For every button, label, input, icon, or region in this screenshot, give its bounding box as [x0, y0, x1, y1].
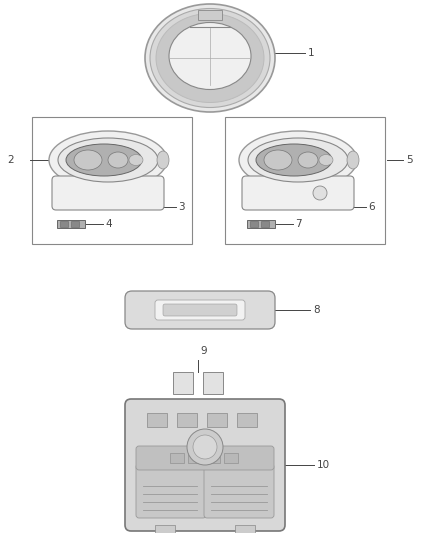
Ellipse shape [66, 144, 142, 176]
Circle shape [187, 429, 223, 465]
FancyBboxPatch shape [52, 176, 164, 210]
Bar [71, 221, 79, 227]
Ellipse shape [74, 150, 102, 170]
FancyBboxPatch shape [136, 464, 206, 518]
Ellipse shape [248, 138, 348, 182]
Bar [250, 221, 258, 227]
Bar [224, 453, 238, 463]
Ellipse shape [150, 9, 270, 108]
Circle shape [193, 435, 217, 459]
Ellipse shape [169, 22, 251, 90]
Ellipse shape [145, 4, 275, 112]
Ellipse shape [49, 131, 167, 189]
Bar [261, 221, 269, 227]
Text: 2: 2 [7, 155, 14, 165]
Circle shape [313, 186, 327, 200]
FancyBboxPatch shape [136, 446, 274, 470]
Bar [177, 413, 197, 427]
Bar [203, 372, 223, 394]
Bar [206, 453, 220, 463]
Text: 10: 10 [317, 460, 330, 470]
Bar [155, 525, 175, 533]
Text: 8: 8 [313, 305, 320, 315]
Text: 5: 5 [406, 155, 413, 165]
Bar [207, 413, 227, 427]
Bar [60, 221, 68, 227]
Ellipse shape [58, 138, 158, 182]
Bar [147, 413, 167, 427]
Text: 9: 9 [200, 346, 207, 356]
FancyBboxPatch shape [242, 176, 354, 210]
Text: 4: 4 [105, 219, 112, 229]
FancyBboxPatch shape [204, 464, 274, 518]
Bar [57, 220, 85, 228]
Ellipse shape [129, 155, 143, 166]
FancyBboxPatch shape [163, 304, 237, 316]
Ellipse shape [239, 131, 357, 189]
Bar [235, 525, 255, 533]
Text: 6: 6 [368, 202, 374, 212]
Bar [247, 220, 275, 228]
Bar [188, 453, 202, 463]
Ellipse shape [157, 151, 169, 169]
Ellipse shape [256, 144, 332, 176]
Bar [225, 117, 385, 244]
Ellipse shape [156, 13, 264, 102]
Ellipse shape [319, 155, 333, 166]
Bar [237, 413, 257, 427]
Text: 7: 7 [295, 219, 302, 229]
Bar [32, 117, 192, 244]
Text: 3: 3 [178, 202, 185, 212]
Bar [170, 453, 184, 463]
Ellipse shape [347, 151, 359, 169]
FancyBboxPatch shape [125, 291, 275, 329]
FancyBboxPatch shape [125, 399, 285, 531]
Text: 1: 1 [308, 48, 314, 58]
Ellipse shape [108, 152, 128, 168]
FancyBboxPatch shape [155, 300, 245, 320]
Bar [173, 372, 193, 394]
Ellipse shape [264, 150, 292, 170]
Bar [198, 10, 222, 20]
Ellipse shape [298, 152, 318, 168]
